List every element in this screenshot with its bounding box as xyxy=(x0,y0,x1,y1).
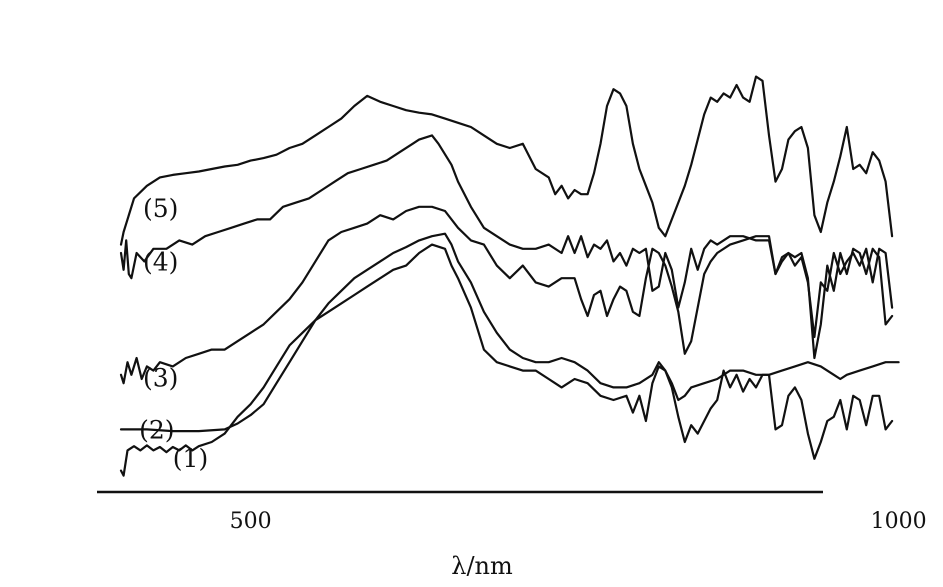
series-labels: (1)(2) (3) (4) (5) xyxy=(139,194,208,473)
curve-1 xyxy=(119,243,894,477)
series-label-5: (5) xyxy=(143,194,178,223)
x-axis-label: λ/nm xyxy=(451,552,513,580)
curve-4 xyxy=(119,134,894,339)
x-tick-label: 1000 xyxy=(871,509,927,534)
curve-2 xyxy=(119,232,900,433)
curve-5 xyxy=(119,75,894,246)
series-curves xyxy=(119,75,900,477)
series-label-3: (3) xyxy=(143,364,178,393)
curve-3 xyxy=(119,205,894,385)
x-tick-label: 500 xyxy=(230,509,272,534)
series-label-4: (4) xyxy=(143,248,178,277)
series-label-2: (2) xyxy=(139,416,174,445)
x-tick-labels: 500 1000 xyxy=(230,509,927,534)
series-label-1: (1) xyxy=(173,444,208,473)
